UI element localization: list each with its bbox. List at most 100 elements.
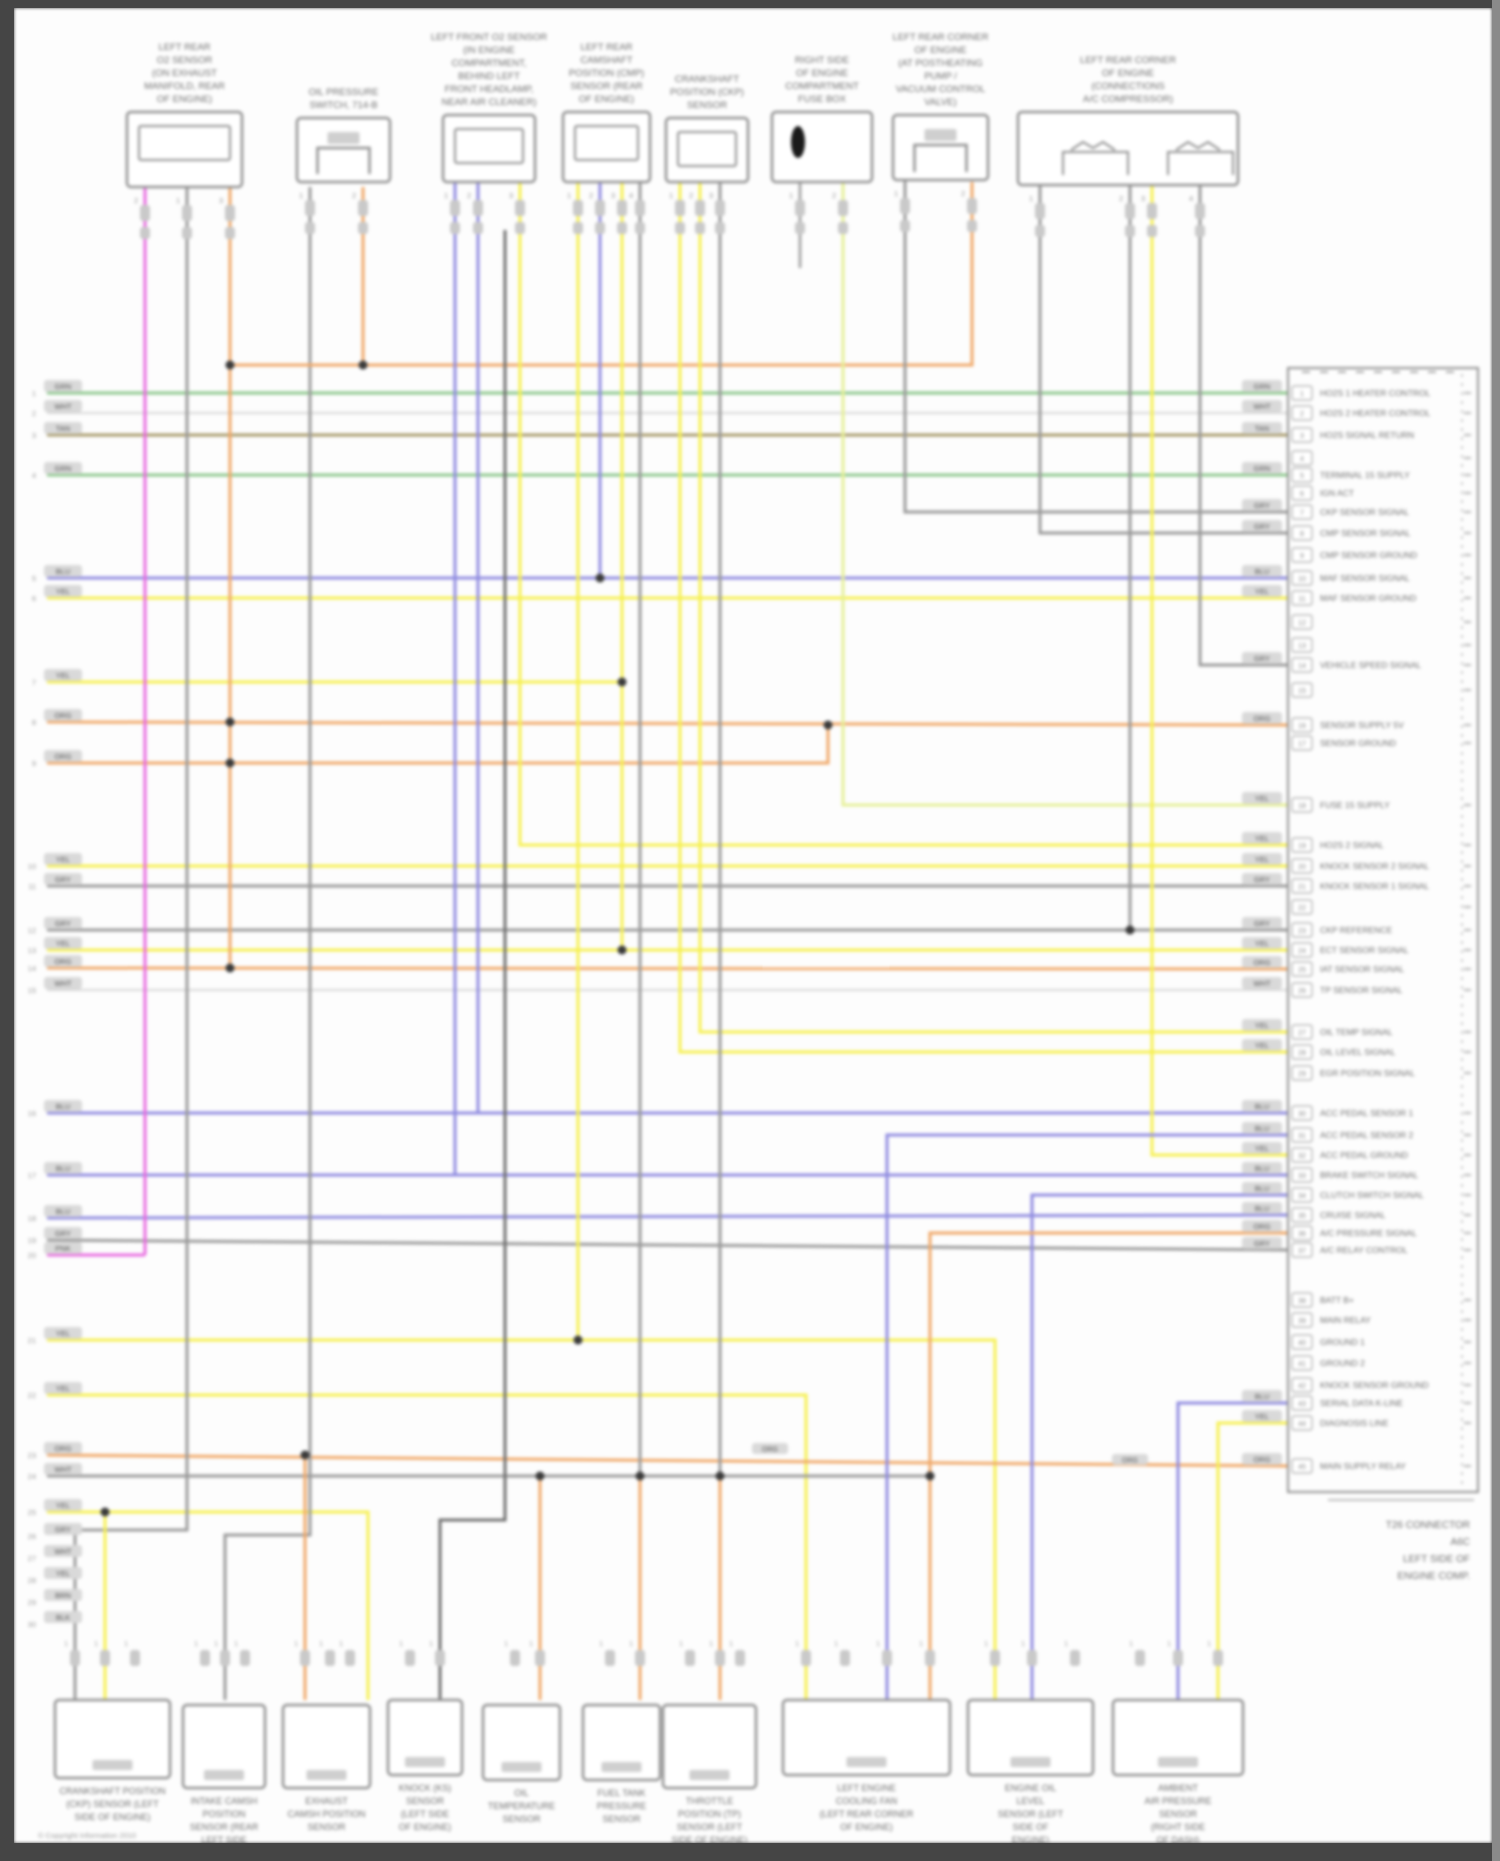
label-text: 1 [919, 1641, 923, 1648]
label-text: 4 [1300, 456, 1304, 463]
wire-code-box [44, 917, 82, 929]
label-text: 9 [1300, 553, 1304, 560]
label-text: SIDE OF ENGINE) [671, 1835, 747, 1845]
label-text: GRY [55, 1525, 71, 1534]
label-text: LEFT FRONT O2 SENSOR [431, 32, 547, 43]
label-text: SENSOR [502, 1814, 541, 1824]
connector-pin-cell [1291, 1355, 1313, 1371]
inline-connector-icon [990, 1650, 1000, 1666]
connector-pin-cell [1291, 878, 1313, 894]
top-components: LEFT REAR O2 SENSOR (ON EXHAUST MANIFOLD, R… [125, 32, 1240, 239]
label-text: 1 [124, 1641, 128, 1648]
label-text: 27 [1298, 1030, 1306, 1037]
label-text: 45 [1298, 1464, 1306, 1471]
inline-connector-icon [838, 222, 848, 234]
label-text: 2 [589, 193, 593, 200]
connector-pin-cell [1291, 682, 1313, 698]
label-text: HO2S 2 SIGNAL [1320, 840, 1384, 850]
switch-contact-icon [1070, 140, 1116, 151]
wire-code-box [44, 853, 82, 865]
junction-dot [100, 1507, 110, 1517]
inline-connector-icon [1125, 225, 1135, 237]
connector-pin-cell [1291, 1334, 1313, 1350]
label-text: LEFT SIDE [201, 1835, 246, 1845]
top-component-5: CRANKSHAFT POSITION (CKP) SENSOR 1 2 3 [664, 74, 750, 234]
label-text: WHT [1253, 402, 1270, 411]
inline-connector-icon [450, 222, 460, 234]
inline-connector-icon [70, 1650, 80, 1666]
wire-code-box [1242, 499, 1282, 511]
inline-connector-icon [695, 222, 705, 234]
label-text: GRY [55, 919, 71, 928]
label-text: HO2S SIGNAL RETURN [1320, 430, 1414, 440]
inline-connector-icon [882, 1650, 892, 1666]
label-text: 34 [1298, 1193, 1306, 1200]
wire-code-box [44, 977, 82, 989]
label-text: 15 [28, 986, 36, 995]
top-component-2: OIL PRESSURE SWITCH, 714-B 1 2 [295, 87, 392, 234]
label-text: DIAGNOSIS LINE [1320, 1418, 1389, 1428]
label-text: 2 [352, 193, 356, 200]
label-text: SERIAL DATA K-LINE [1320, 1398, 1403, 1408]
label-text: 1 [1021, 1641, 1025, 1648]
component-box [891, 113, 990, 182]
wire-gry [46, 1238, 1289, 1252]
label-text: POSITION (CMP) [569, 68, 644, 79]
label-text: 7 [32, 678, 36, 687]
label-text: YEL [56, 1384, 70, 1393]
label-text: KNOCK SENSOR 2 SIGNAL [1320, 861, 1429, 871]
label-text: ENGINE) [1012, 1835, 1050, 1845]
wire-code-box [44, 380, 82, 392]
connector-pin-cell [1291, 570, 1313, 586]
connector-pin-cell [1291, 858, 1313, 874]
label-text: 13 [1298, 643, 1306, 650]
connector-pin-cell [1291, 735, 1313, 751]
label-text: CAMSHAFT [580, 55, 632, 66]
inline-connector-icon [1147, 225, 1157, 237]
label-text: YEL [1255, 855, 1269, 864]
label-text: ORG [1253, 1455, 1270, 1464]
label-text: 2 [134, 198, 138, 205]
label-text: YEL [56, 855, 70, 864]
label-text: 1 [429, 1641, 433, 1648]
label-text: 19 [28, 1236, 36, 1245]
connector-pin-cell [1291, 1147, 1313, 1163]
label-text: 14 [28, 964, 36, 973]
label-text: SENSOR [1159, 1809, 1198, 1819]
label-text: 1 [834, 1641, 838, 1648]
inline-connector-icon [182, 227, 192, 239]
label-text: 20 [1298, 864, 1306, 871]
label-text: ACC PEDAL GROUND [1320, 1150, 1408, 1160]
component-box [581, 1703, 662, 1782]
label-text: 1 [795, 1641, 799, 1648]
top-component-1: LEFT REAR O2 SENSOR (ON EXHAUST MANIFOLD, R… [125, 42, 244, 239]
wire-yel [698, 182, 1288, 1034]
label-text: 4 [32, 471, 36, 480]
label-text: HO2S 2 HEATER CONTROL [1320, 408, 1431, 418]
wire-code-box [44, 955, 82, 967]
label-text: LEFT REAR CORNER [893, 32, 989, 43]
inline-connector-icon [795, 200, 805, 216]
label-text: SENSOR (LEFT [998, 1809, 1064, 1819]
component-box [481, 1703, 562, 1782]
inline-connector-icon [182, 205, 192, 221]
label-text: TAN [56, 424, 70, 433]
wire-gry [223, 187, 312, 1700]
label-text: CRUISE SIGNAL [1320, 1210, 1386, 1220]
label-text: 4 [629, 193, 633, 200]
connector-pin-cell [1291, 1312, 1313, 1328]
label-text: 2 [689, 193, 693, 200]
wire-yel [518, 182, 1288, 847]
label-text: BLU [1255, 1204, 1270, 1213]
wire-yel [1150, 185, 1288, 1157]
inline-connector-icon [1070, 1650, 1080, 1666]
component-inner-tag [924, 129, 957, 141]
junction-dot [225, 758, 235, 768]
label-text: 44 [1298, 1421, 1306, 1428]
frame-right-edge [1492, 0, 1500, 1861]
label-text: FUSE BOX [798, 94, 847, 105]
label-text: 1 [1167, 1641, 1171, 1648]
label-text: 1 [669, 193, 673, 200]
label-text: 22 [28, 1391, 36, 1400]
inline-connector-icon [900, 198, 910, 214]
